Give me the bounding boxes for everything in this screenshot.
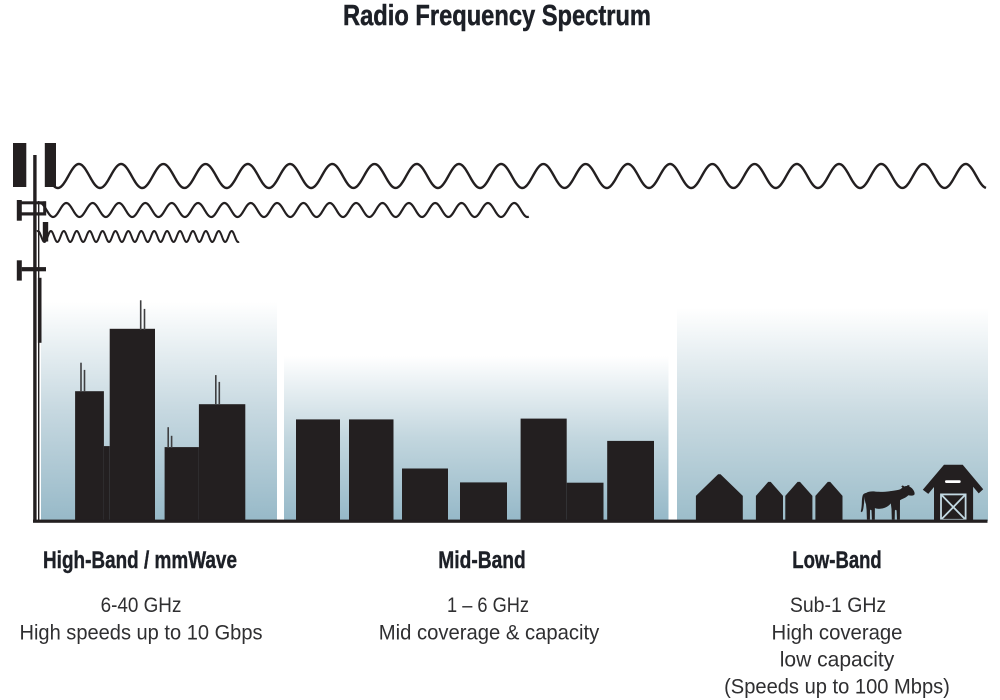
svg-text:low capacity: low capacity (780, 648, 895, 672)
svg-text:1 – 6 GHz: 1 – 6 GHz (447, 593, 529, 617)
svg-text:Radio Frequency Spectrum: Radio Frequency Spectrum (343, 0, 651, 32)
svg-text:6-40 GHz: 6-40 GHz (101, 593, 182, 617)
svg-text:Mid coverage & capacity: Mid coverage & capacity (379, 621, 600, 645)
svg-text:High coverage: High coverage (772, 621, 903, 645)
svg-text:Mid-Band: Mid-Band (438, 547, 526, 574)
svg-text:(Speeds up to 100 Mbps): (Speeds up to 100 Mbps) (724, 674, 950, 698)
svg-text:Sub-1 GHz: Sub-1 GHz (790, 593, 886, 617)
svg-text:Low-Band: Low-Band (792, 547, 882, 574)
svg-text:High-Band / mmWave: High-Band / mmWave (43, 547, 237, 574)
svg-text:High speeds up to 10 Gbps: High speeds up to 10 Gbps (20, 621, 263, 645)
